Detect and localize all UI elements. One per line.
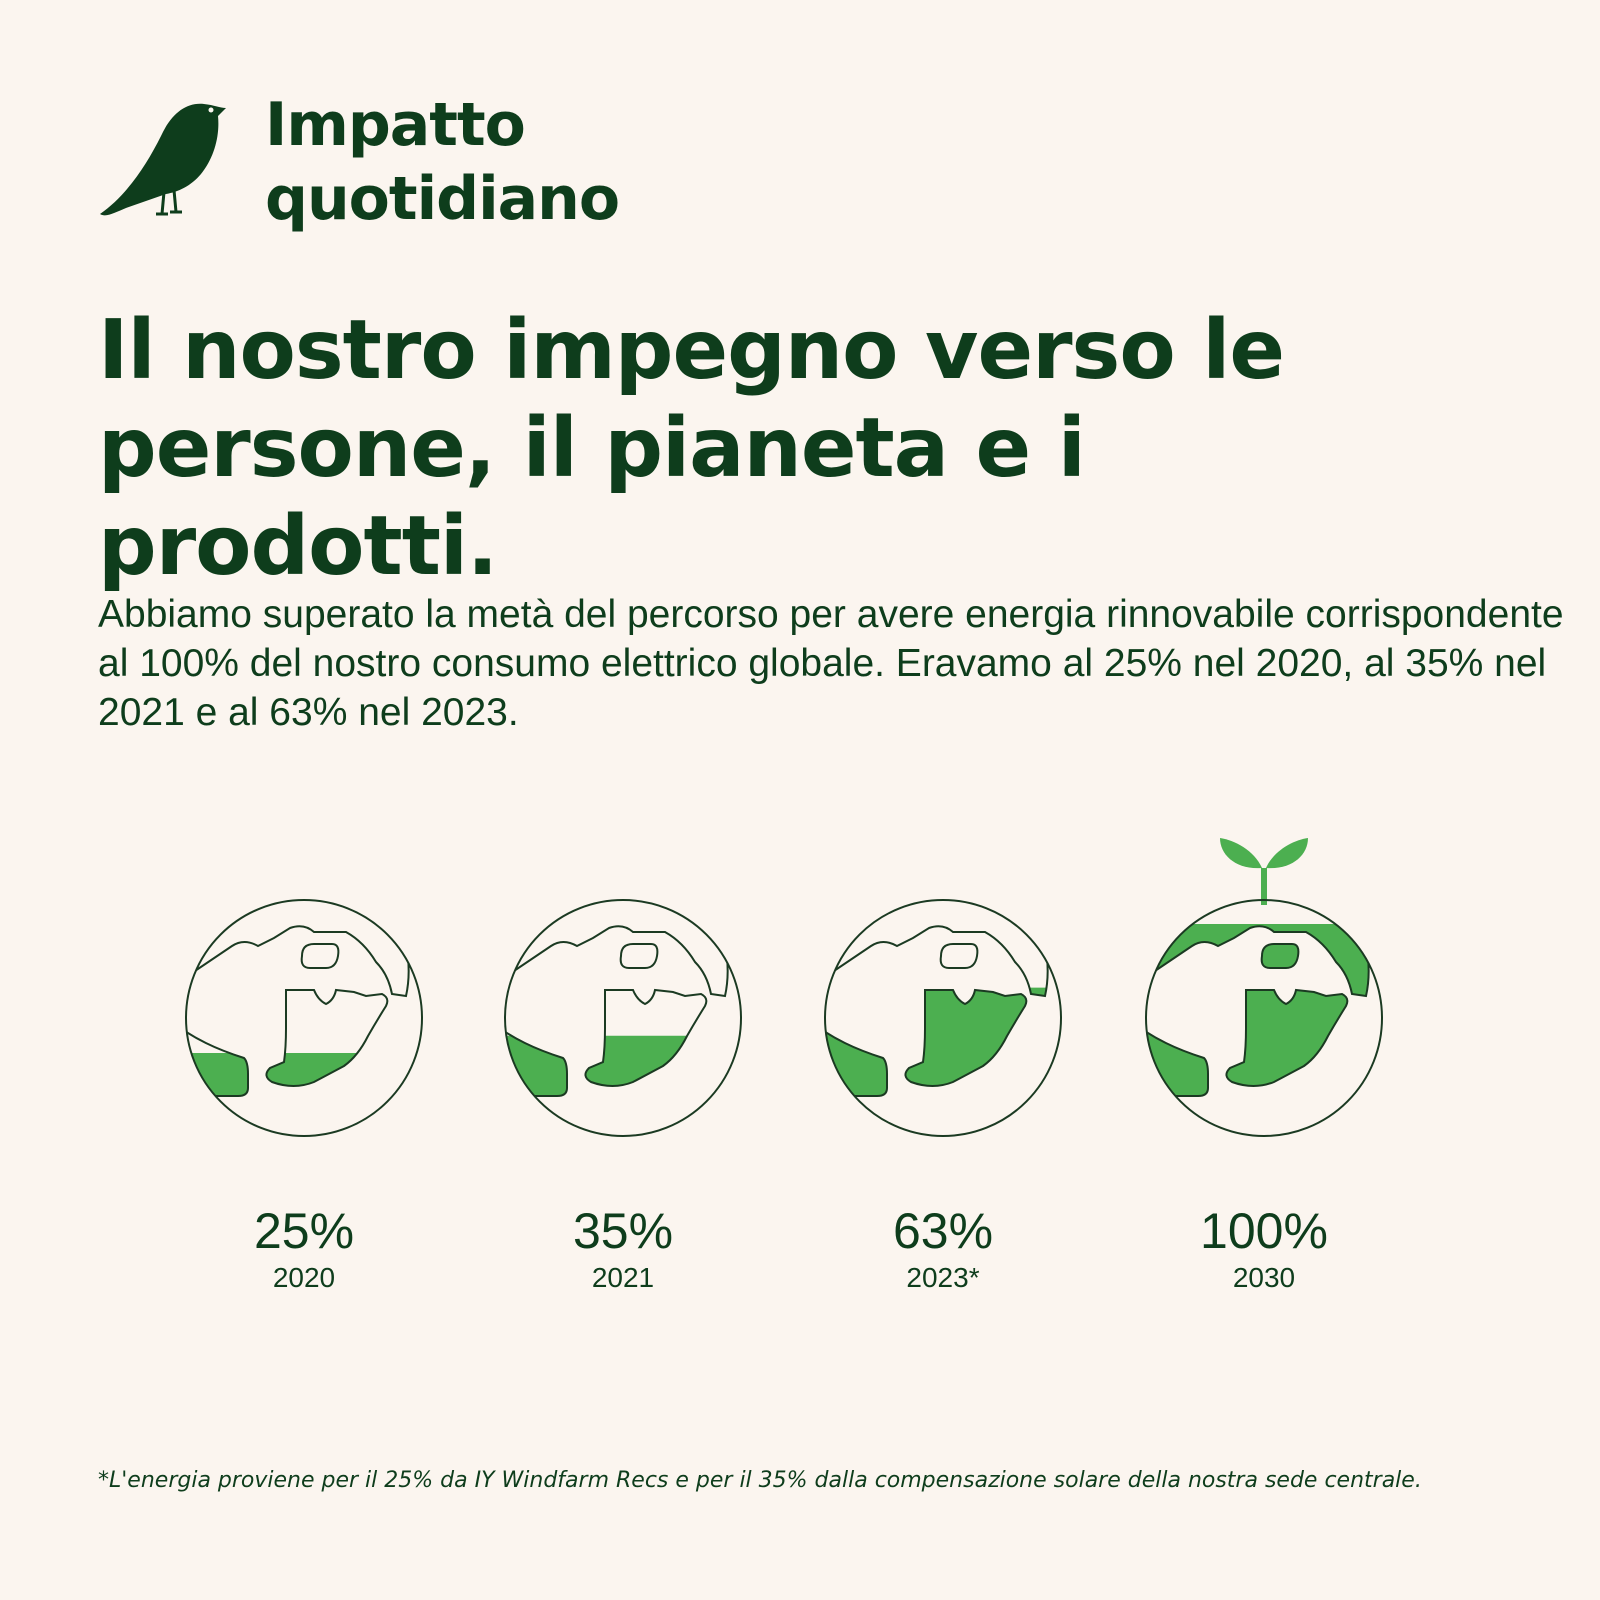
land-outline <box>1225 988 1349 1087</box>
land-outline <box>1146 1013 1209 1097</box>
fill-level <box>164 878 434 1096</box>
year-label: 2020 <box>273 1262 335 1293</box>
globe-inner <box>483 878 753 1097</box>
value-label: 25% <box>254 1203 354 1259</box>
value-label: 100% <box>1200 1203 1328 1259</box>
land-fill <box>266 1053 388 1086</box>
globe-inner <box>1146 900 1382 1097</box>
value-label: 63% <box>893 1203 993 1259</box>
land-fill <box>483 878 753 996</box>
land-fill <box>1261 944 1299 968</box>
land-fill <box>1146 1016 1208 1096</box>
land-outline <box>1260 943 1300 969</box>
globe <box>483 878 753 1137</box>
land-outline <box>939 943 979 969</box>
land-outline <box>186 900 422 998</box>
fill-level <box>1146 924 1382 1096</box>
globe-outline <box>1145 899 1383 1137</box>
land-fill <box>186 1053 248 1096</box>
land-outline <box>186 1013 249 1097</box>
globes: 25%2020 35%2021 63%2023* 100%2030 <box>164 838 1383 1293</box>
land-fill <box>505 1035 567 1096</box>
year-label: 2021 <box>592 1262 654 1293</box>
globe <box>164 878 434 1137</box>
land-outline <box>825 1013 888 1097</box>
land-fill <box>825 987 1061 996</box>
footnote: *L'energia proviene per il 25% da IY Win… <box>98 1468 1422 1493</box>
year-label: 2023* <box>906 1262 979 1293</box>
year-label: 2030 <box>1233 1262 1295 1293</box>
land-outline <box>300 943 340 969</box>
globe-inner <box>164 878 434 1097</box>
globe-inner <box>825 900 1061 1097</box>
sprout <box>1220 838 1308 905</box>
globe <box>824 899 1062 1137</box>
globe-outline <box>185 899 423 1137</box>
land-fill <box>1226 990 1348 1086</box>
land-fill <box>302 944 339 968</box>
title: Impatto quotidiano <box>265 90 620 234</box>
land-outline <box>584 988 708 1087</box>
land-outline <box>904 988 1028 1087</box>
globe <box>1145 899 1383 1137</box>
land-fill <box>905 990 1027 1086</box>
land-outline <box>265 988 389 1087</box>
land-outline <box>1146 900 1382 998</box>
land-outline <box>505 900 741 998</box>
land-fill <box>825 1016 887 1096</box>
land-fill <box>164 878 434 996</box>
globe-outline <box>504 899 742 1137</box>
globe-outline <box>824 899 1062 1137</box>
land-outline <box>505 1013 568 1097</box>
bird-logo <box>100 103 226 216</box>
land-outline <box>825 900 1061 998</box>
headline: Il nostro impegno verso le persone, il p… <box>98 303 1285 594</box>
land-outline <box>619 943 659 969</box>
land-fill <box>941 944 978 968</box>
fill-level <box>483 878 753 1096</box>
fill-level <box>825 944 1061 1096</box>
body-text: Abbiamo superato la metà del percorso pe… <box>98 593 1564 734</box>
land-fill <box>585 1035 707 1086</box>
value-label: 35% <box>573 1203 673 1259</box>
land-fill <box>1146 924 1382 996</box>
land-fill <box>621 944 658 968</box>
